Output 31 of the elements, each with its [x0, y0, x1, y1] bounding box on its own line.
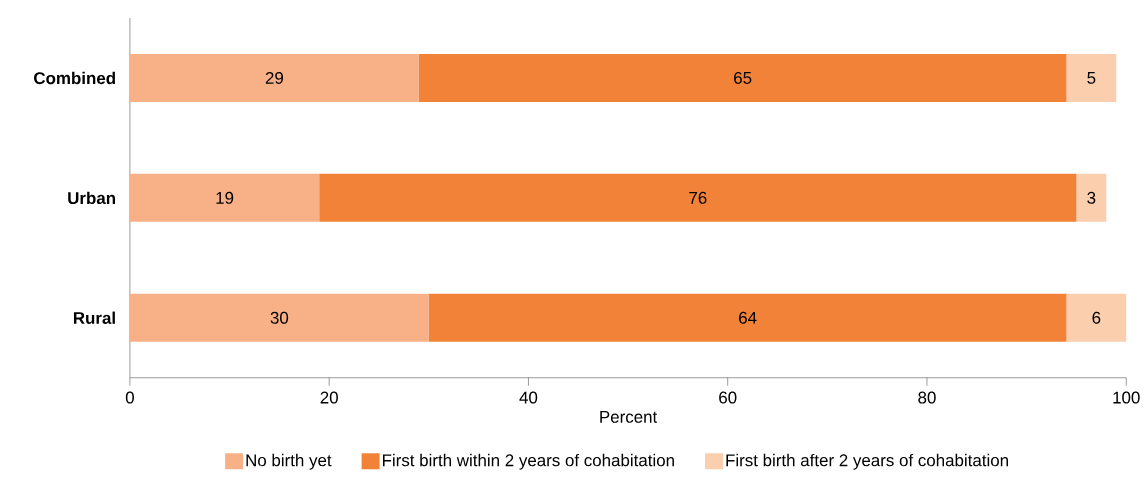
x-tick-label: 0 [125, 391, 134, 404]
data-label: 19 [216, 192, 234, 205]
bar [418, 54, 1067, 103]
x-tick-label: 80 [918, 391, 936, 404]
data-label: 30 [270, 311, 289, 324]
bar [428, 293, 1067, 342]
bar [129, 54, 419, 103]
data-label: 65 [734, 72, 752, 85]
x-tick-label: 40 [519, 391, 538, 404]
y-tick-label: Urban [68, 191, 116, 205]
data-label: 5 [1087, 72, 1096, 85]
bar [1076, 174, 1107, 223]
data-label: 3 [1087, 192, 1096, 205]
x-axis-title: Percent [600, 411, 658, 424]
data-label: 29 [265, 72, 284, 85]
bar [129, 174, 320, 223]
x-tick-label: 60 [719, 391, 737, 404]
y-tick-label: Combined [34, 71, 115, 85]
bar [1066, 293, 1127, 342]
x-tick-label: 100 [1113, 391, 1140, 404]
legend-label: First birth within 2 years of cohabitation [382, 454, 674, 470]
bar [129, 293, 429, 342]
data-label: 64 [739, 311, 757, 324]
legend-label: No birth yet [246, 454, 332, 470]
data-label: 76 [689, 192, 707, 205]
data-label: 6 [1092, 311, 1101, 324]
bar [319, 174, 1077, 223]
y-tick-label: Rural [73, 311, 115, 325]
legend-label: First birth after 2 years of cohabitation [726, 454, 1008, 470]
x-tick-label: 20 [320, 391, 338, 404]
bar [1066, 54, 1117, 103]
